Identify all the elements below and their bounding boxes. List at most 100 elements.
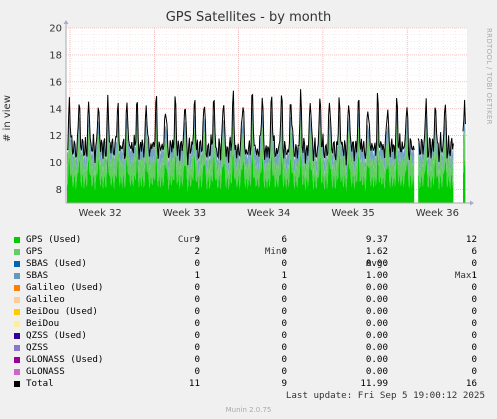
chart-title: GPS Satellites - by month — [165, 10, 332, 25]
legend-cur: 0 — [194, 366, 200, 377]
legend-swatch — [14, 237, 20, 243]
legend-swatch — [14, 261, 20, 267]
legend-avg: 0.00 — [365, 258, 388, 269]
legend-series-name: GPS — [26, 246, 43, 257]
legend-max: 0 — [471, 330, 477, 341]
x-tick-label: Week 34 — [247, 208, 290, 219]
legend-row: SBAS (Used) 0 0 0.00 0 — [0, 258, 497, 270]
y-tick-label: 8 — [56, 185, 62, 196]
series-total-line — [66, 89, 415, 166]
legend-series-name: GPS (Used) — [26, 234, 82, 245]
rrdtool-credit: RRDTOOL / TOBI OETIKER — [485, 28, 493, 125]
legend-row: QZSS (Used) 0 0 0.00 0 — [0, 330, 497, 342]
legend-avg: 0.00 — [365, 306, 388, 317]
legend-min: 0 — [281, 330, 287, 341]
legend-row: GLONASS (Used) 0 0 0.00 0 — [0, 354, 497, 366]
legend-min: 0 — [281, 306, 287, 317]
axes — [63, 20, 474, 206]
legend-row: Galileo 0 0 0.00 0 — [0, 294, 497, 306]
series-total-line — [417, 98, 454, 163]
series-gps-used-area — [67, 153, 415, 203]
munin-version: Munin 2.0.75 — [225, 406, 272, 414]
header-avg: Avg: — [365, 258, 388, 269]
legend-row: BeiDou 0 0 0.00 0 — [0, 318, 497, 330]
legend-row: SBAS 1 1 1.00 1 — [0, 270, 497, 282]
legend-series-name: QZSS (Used) — [26, 330, 87, 341]
legend-series-name: BeiDou — [26, 318, 60, 329]
x-axis-arrow — [470, 200, 474, 206]
legend-avg: 0.00 — [365, 282, 388, 293]
legend-cur: 2 — [194, 246, 200, 257]
legend-row: Total 11 9 11.99 16 — [0, 378, 497, 390]
legend-min: 0 — [281, 354, 287, 365]
legend-max: 0 — [471, 318, 477, 329]
legend-avg: 1.00 — [365, 270, 388, 281]
y-tick-label: 10 — [49, 158, 62, 169]
legend-min: 0 — [281, 342, 287, 353]
legend-cur: 0 — [194, 342, 200, 353]
legend-series-name: Galileo — [26, 294, 65, 305]
legend-cur: 0 — [194, 318, 200, 329]
legend-max: 0 — [471, 366, 477, 377]
legend-cur: 0 — [194, 354, 200, 365]
legend-avg: 11.99 — [360, 378, 388, 389]
legend-max: 0 — [471, 342, 477, 353]
legend-max: 12 — [465, 234, 477, 245]
header-max: Max: — [454, 270, 477, 281]
x-tick-label: Week 32 — [78, 208, 121, 219]
legend-swatch — [14, 273, 20, 279]
legend-series-name: QZSS — [26, 342, 49, 353]
legend-max: 0 — [471, 294, 477, 305]
legend-cur: 0 — [194, 282, 200, 293]
legend-avg: 0.00 — [365, 354, 388, 365]
legend-min: 1 — [281, 270, 287, 281]
y-tick-labels: 8 10 12 14 16 18 20 — [49, 24, 62, 197]
legend-series-name: Galileo (Used) — [26, 282, 104, 293]
header-cur: Cur: — [177, 234, 200, 245]
legend-swatch — [14, 297, 20, 303]
y-tick-label: 12 — [49, 131, 62, 142]
series-gps-used-area — [463, 157, 466, 203]
legend-series-name: Total — [26, 378, 54, 389]
legend-series-name: BeiDou (Used) — [26, 306, 98, 317]
legend-cur: 0 — [194, 330, 200, 341]
y-axis-arrow — [63, 20, 69, 24]
legend-avg: 9.37 — [365, 234, 388, 245]
legend-header: Cur: Min: Avg: Max: — [0, 222, 497, 281]
legend-swatch — [14, 321, 20, 327]
legend-avg: 0.00 — [365, 294, 388, 305]
y-tick-label: 16 — [49, 77, 62, 88]
legend-avg: 0.00 — [365, 366, 388, 377]
legend-series-name: SBAS — [26, 270, 49, 281]
legend-swatch — [14, 333, 20, 339]
legend-swatch — [14, 369, 20, 375]
last-update: Last update: Fri Sep 5 19:00:12 2025 — [285, 390, 485, 401]
legend-min: 0 — [281, 318, 287, 329]
legend-avg: 0.00 — [365, 342, 388, 353]
legend-min: 0 — [281, 366, 287, 377]
legend-row: GLONASS 0 0 0.00 0 — [0, 366, 497, 378]
y-tick-label: 14 — [49, 104, 62, 115]
legend-swatch — [14, 345, 20, 351]
y-tick-label: 20 — [49, 24, 62, 35]
legend-max: 0 — [471, 282, 477, 293]
legend-swatch — [14, 249, 20, 255]
legend-row: BeiDou (Used) 0 0 0.00 0 — [0, 306, 497, 318]
legend-min: 0 — [281, 282, 287, 293]
legend-max: 1 — [471, 270, 477, 281]
legend-max: 0 — [471, 258, 477, 269]
series-gps-area — [463, 130, 466, 174]
legend-avg: 0.00 — [365, 330, 388, 341]
legend-max: 0 — [471, 306, 477, 317]
legend-swatch — [14, 357, 20, 363]
legend-row: QZSS 0 0 0.00 0 — [0, 342, 497, 354]
legend-cur: 0 — [194, 306, 200, 317]
series-sbas-area — [463, 117, 466, 150]
legend-cur: 9 — [194, 234, 200, 245]
legend-avg: 0.00 — [365, 318, 388, 329]
x-tick-label: Week 36 — [416, 208, 459, 219]
legend-max: 6 — [471, 246, 477, 257]
legend-min: 0 — [281, 246, 287, 257]
legend-max: 16 — [465, 378, 477, 389]
header-min: Min: — [264, 246, 287, 257]
